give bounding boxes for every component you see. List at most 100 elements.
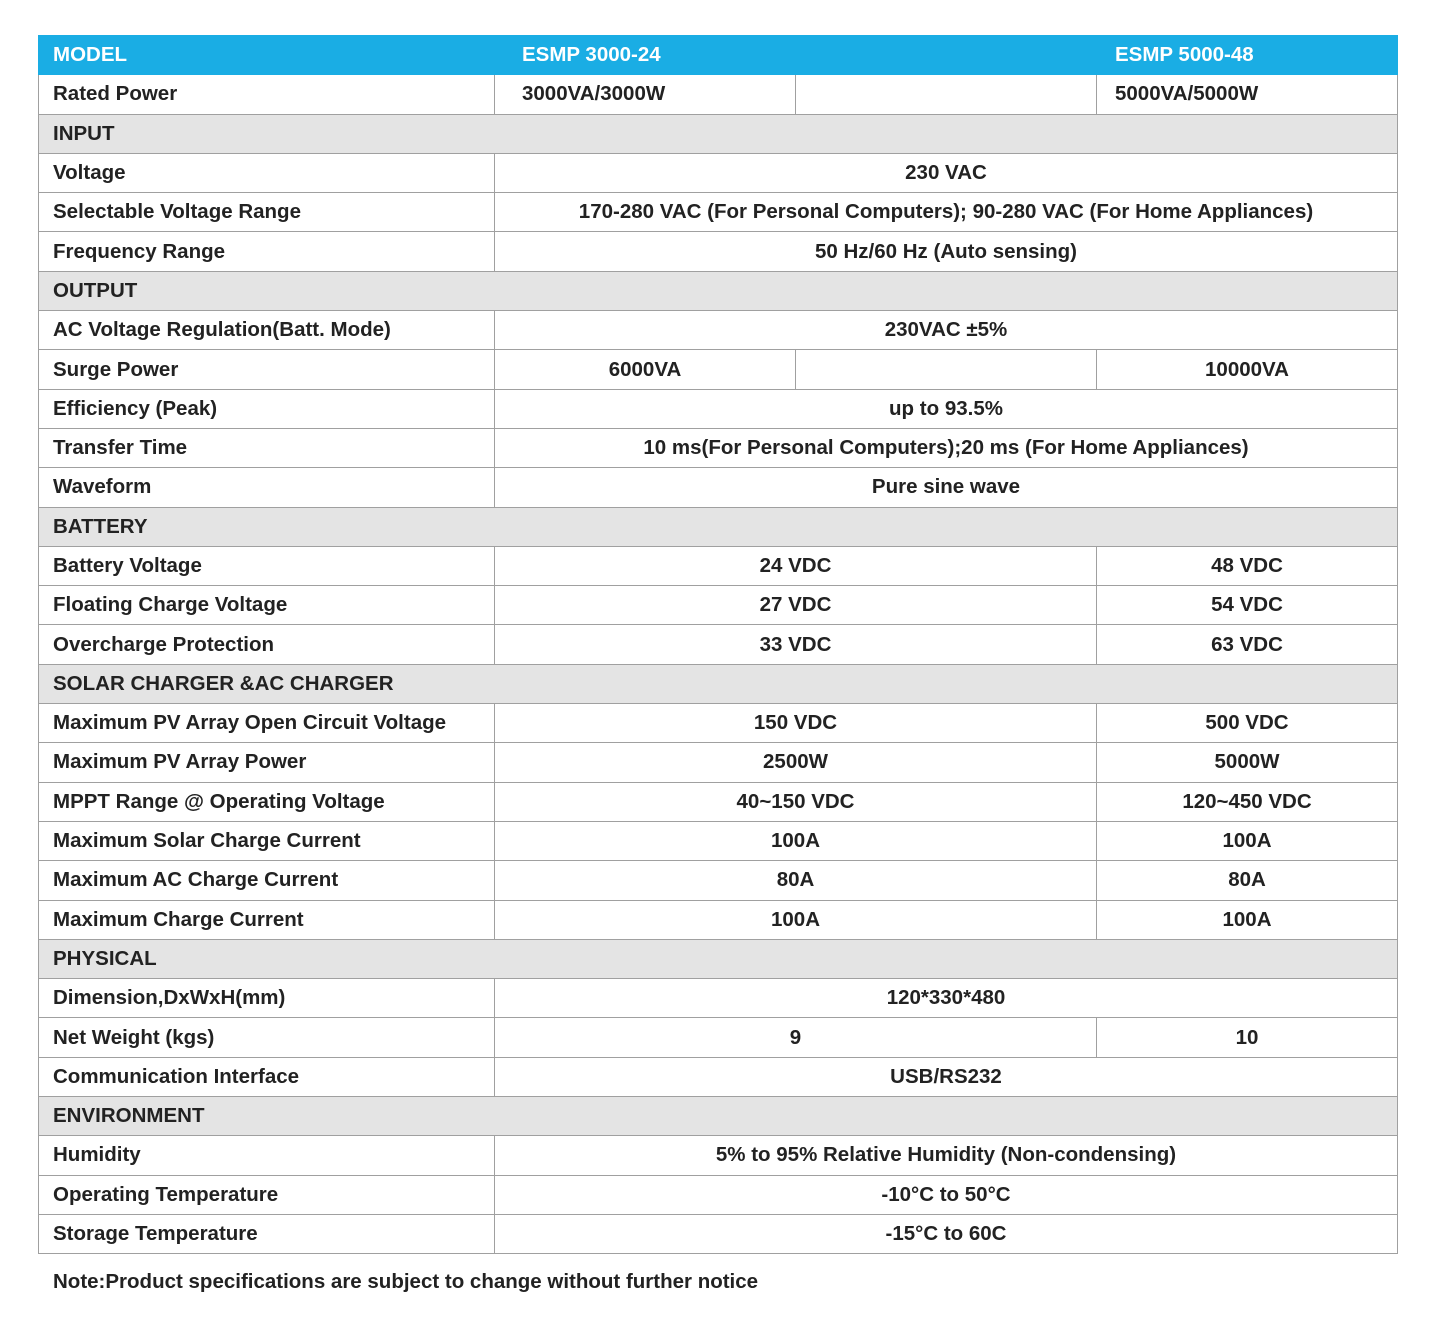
row-label: Maximum PV Array Open Circuit Voltage <box>38 703 495 744</box>
value-cell: 80A <box>1096 860 1398 901</box>
value-cell: 54 VDC <box>1096 585 1398 626</box>
row-label: Waveform <box>38 467 495 508</box>
table-row: Dimension,DxWxH(mm) 120*330*480 <box>38 978 1398 1019</box>
value-cell: 100A <box>494 820 1097 862</box>
table-row: Floating Charge Voltage 27 VDC 54 VDC <box>38 585 1398 626</box>
value-cell: 120*330*480 <box>494 978 1398 1019</box>
table-row: Maximum PV Array Power 2500W 5000W <box>38 742 1398 783</box>
value-cell: -10°C to 50°C <box>494 1174 1398 1215</box>
row-label: Efficiency (Peak) <box>38 388 495 429</box>
row-label: Selectable Voltage Range <box>38 192 495 233</box>
section-header: PHYSICAL <box>38 938 1398 980</box>
value-cell: 2500W <box>494 742 1097 783</box>
value-cell: 230 VAC <box>494 152 1398 194</box>
table-row: Storage Temperature -15°C to 60C <box>38 1213 1398 1255</box>
value-cell: 27 VDC <box>494 585 1097 626</box>
value-cell: 33 VDC <box>494 624 1097 665</box>
value-cell: 170-280 VAC (For Personal Computers); 90… <box>494 192 1398 233</box>
value-cell: Pure sine wave <box>494 467 1398 508</box>
value-cell: 5000W <box>1096 742 1398 783</box>
value-cell: up to 93.5% <box>494 388 1398 429</box>
table-row: Efficiency (Peak) up to 93.5% <box>38 388 1398 429</box>
section-title: ENVIRONMENT <box>38 1096 1398 1137</box>
row-label: Voltage <box>38 152 495 194</box>
section-header: OUTPUT <box>38 270 1398 312</box>
row-label: Overcharge Protection <box>38 624 495 665</box>
footnote: Note:Product specifications are subject … <box>53 1270 759 1293</box>
table-row: Humidity 5% to 95% Relative Humidity (Non… <box>38 1135 1398 1176</box>
row-label: Frequency Range <box>38 231 495 272</box>
table-row: Operating Temperature -10°C to 50°C <box>38 1174 1398 1215</box>
row-label: Net Weight (kgs) <box>38 1017 495 1058</box>
value-cell: 10 ms(For Personal Computers);20 ms (For… <box>494 427 1398 469</box>
model-name: ESMP 3000-24 <box>494 34 1097 76</box>
value-cell: 10 <box>1096 1017 1398 1058</box>
row-label: Maximum AC Charge Current <box>38 860 495 901</box>
value-cell: 230VAC ±5% <box>494 310 1398 351</box>
row-label: Operating Temperature <box>38 1174 495 1215</box>
value-cell: 24 VDC <box>494 545 1097 587</box>
row-label: AC Voltage Regulation(Batt. Mode) <box>38 310 495 351</box>
table-row: AC Voltage Regulation(Batt. Mode) 230VAC … <box>38 310 1398 351</box>
value-cell: 500 VDC <box>1096 703 1398 744</box>
value-cell: 6000VA <box>494 349 796 390</box>
value-cell <box>795 74 1097 115</box>
value-cell: USB/RS232 <box>494 1056 1398 1098</box>
row-label: Storage Temperature <box>38 1213 495 1255</box>
table-row: Waveform Pure sine wave <box>38 467 1398 508</box>
row-label: Communication Interface <box>38 1056 495 1098</box>
spec-table: MODEL ESMP 3000-24 ESMP 5000-48 Rated Po… <box>38 34 1398 1255</box>
table-row: Battery Voltage 24 VDC 48 VDC <box>38 545 1398 587</box>
value-cell: 63 VDC <box>1096 624 1398 665</box>
table-row: Maximum Charge Current 100A 100A <box>38 899 1398 940</box>
section-title: SOLAR CHARGER &AC CHARGER <box>38 663 1398 705</box>
table-row: Communication Interface USB/RS232 <box>38 1056 1398 1098</box>
table-row: Selectable Voltage Range 170-280 VAC (For… <box>38 192 1398 233</box>
section-header: INPUT <box>38 113 1398 154</box>
table-row: Maximum PV Array Open Circuit Voltage 150… <box>38 703 1398 744</box>
value-cell: 100A <box>494 899 1097 940</box>
table-row: Voltage 230 VAC <box>38 152 1398 194</box>
value-cell: 40~150 VDC <box>494 781 1097 822</box>
section-header: ENVIRONMENT <box>38 1096 1398 1137</box>
row-label: Maximum Charge Current <box>38 899 495 940</box>
section-header: BATTERY <box>38 506 1398 547</box>
row-label: MPPT Range @ Operating Voltage <box>38 781 495 822</box>
value-cell: 9 <box>494 1017 1097 1058</box>
value-cell: 150 VDC <box>494 703 1097 744</box>
row-label: Maximum Solar Charge Current <box>38 820 495 862</box>
value-cell <box>795 349 1097 390</box>
table-row: Frequency Range 50 Hz/60 Hz (Auto sensing… <box>38 231 1398 272</box>
value-cell: 48 VDC <box>1096 545 1398 587</box>
section-title: INPUT <box>38 113 1398 154</box>
table-row: Transfer Time 10 ms(For Personal Computer… <box>38 427 1398 469</box>
row-label: Transfer Time <box>38 427 495 469</box>
section-title: OUTPUT <box>38 270 1398 312</box>
section-title: PHYSICAL <box>38 938 1398 980</box>
value-cell: 100A <box>1096 899 1398 940</box>
value-cell: 80A <box>494 860 1097 901</box>
section-header: SOLAR CHARGER &AC CHARGER <box>38 663 1398 705</box>
section-title: BATTERY <box>38 506 1398 547</box>
row-label: Rated Power <box>38 74 495 115</box>
row-label: Dimension,DxWxH(mm) <box>38 978 495 1019</box>
value-cell: 100A <box>1096 820 1398 862</box>
row-label: Maximum PV Array Power <box>38 742 495 783</box>
table-row: MPPT Range @ Operating Voltage 40~150 VDC… <box>38 781 1398 822</box>
table-row: Net Weight (kgs) 9 10 <box>38 1017 1398 1058</box>
table-row: Rated Power 3000VA/3000W 5000VA/5000W <box>38 74 1398 115</box>
row-label: Floating Charge Voltage <box>38 585 495 626</box>
table-row: Maximum AC Charge Current 80A 80A <box>38 860 1398 901</box>
header-row: MODEL ESMP 3000-24 ESMP 5000-48 <box>38 34 1398 76</box>
row-label: Surge Power <box>38 349 495 390</box>
value-cell: 5% to 95% Relative Humidity (Non-condens… <box>494 1135 1398 1176</box>
value-cell: -15°C to 60C <box>494 1213 1398 1255</box>
model-name: ESMP 5000-48 <box>1096 34 1398 76</box>
model-header: MODEL <box>38 34 495 76</box>
value-cell: 5000VA/5000W <box>1096 74 1398 115</box>
table-row: Overcharge Protection 33 VDC 63 VDC <box>38 624 1398 665</box>
value-cell: 10000VA <box>1096 349 1398 390</box>
value-cell: 50 Hz/60 Hz (Auto sensing) <box>494 231 1398 272</box>
row-label: Battery Voltage <box>38 545 495 587</box>
row-label: Humidity <box>38 1135 495 1176</box>
